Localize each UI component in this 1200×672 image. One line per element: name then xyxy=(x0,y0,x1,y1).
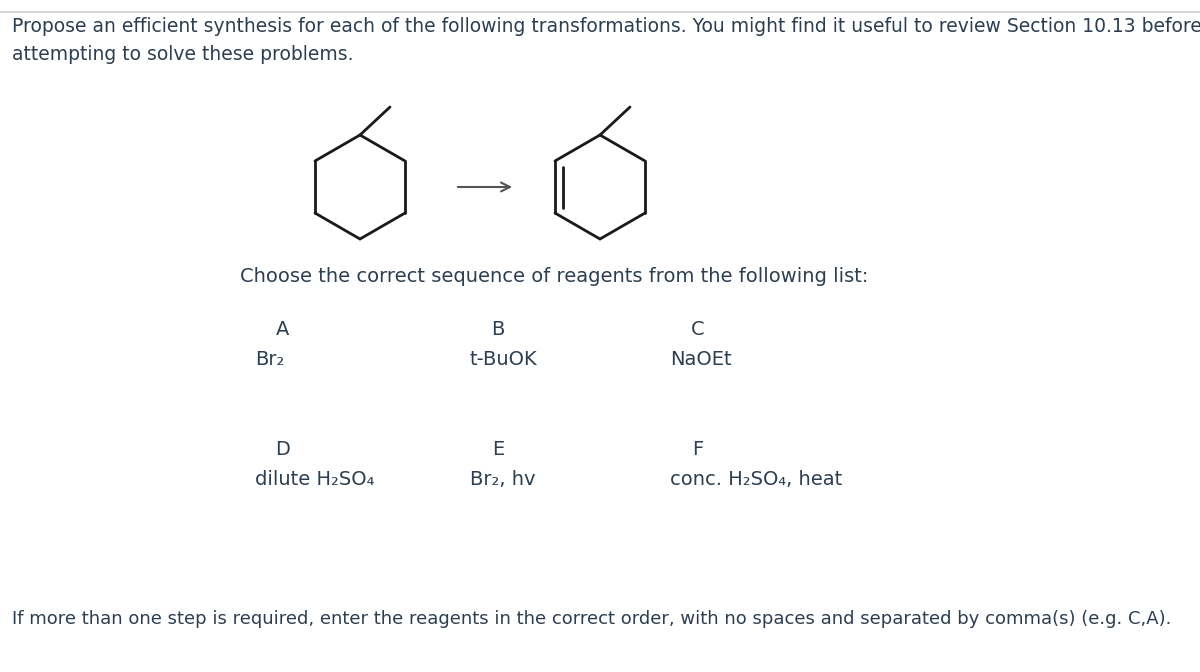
Text: C: C xyxy=(691,320,704,339)
Text: conc. H₂SO₄, heat: conc. H₂SO₄, heat xyxy=(670,470,842,489)
Text: B: B xyxy=(491,320,505,339)
Text: attempting to solve these problems.: attempting to solve these problems. xyxy=(12,45,354,64)
Text: Br₂, hv: Br₂, hv xyxy=(470,470,535,489)
Text: Choose the correct sequence of reagents from the following list:: Choose the correct sequence of reagents … xyxy=(240,267,869,286)
Text: F: F xyxy=(692,440,703,459)
Text: dilute H₂SO₄: dilute H₂SO₄ xyxy=(254,470,374,489)
Text: NaOEt: NaOEt xyxy=(670,350,732,369)
Text: Br₂: Br₂ xyxy=(254,350,284,369)
Text: t-BuOK: t-BuOK xyxy=(470,350,538,369)
Text: If more than one step is required, enter the reagents in the correct order, with: If more than one step is required, enter… xyxy=(12,610,1171,628)
Text: D: D xyxy=(276,440,290,459)
Text: E: E xyxy=(492,440,504,459)
Text: A: A xyxy=(276,320,289,339)
Text: Propose an efficient synthesis for each of the following transformations. You mi: Propose an efficient synthesis for each … xyxy=(12,17,1200,36)
